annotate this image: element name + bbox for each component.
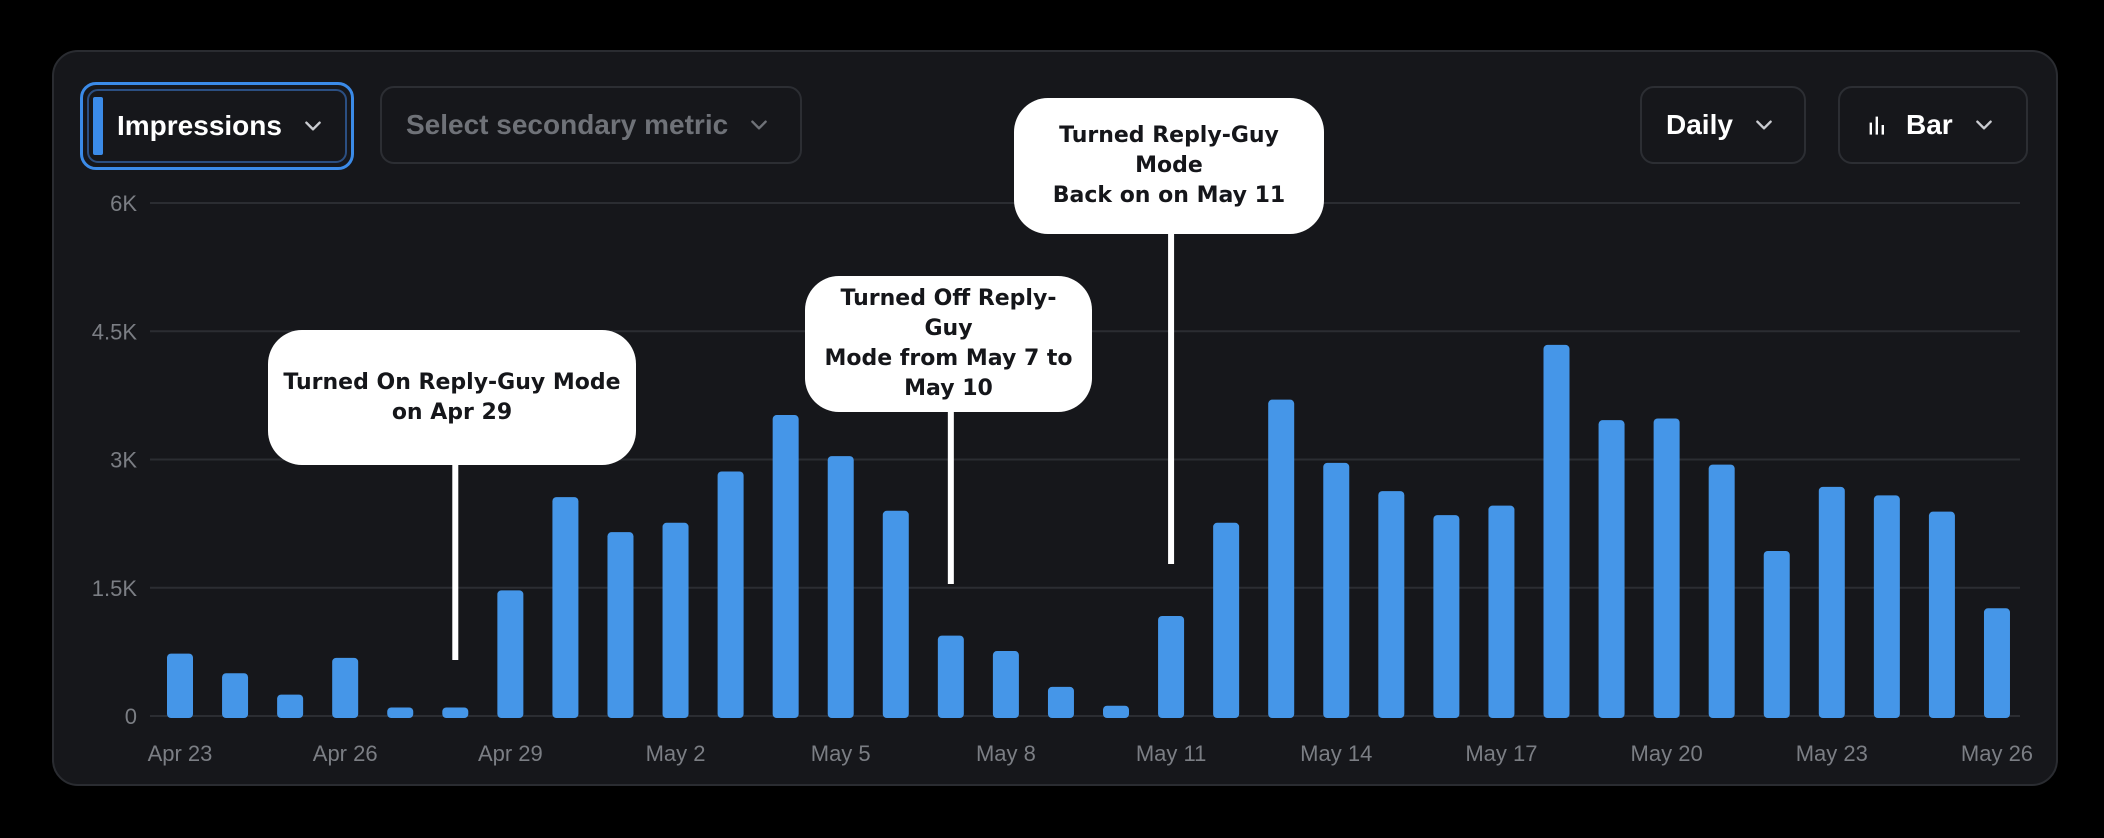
x-tick-label: Apr 23 bbox=[148, 741, 213, 766]
annotation-callout: Turned On Reply-Guy Mode on Apr 29 bbox=[268, 330, 636, 465]
x-tick-label: May 23 bbox=[1796, 741, 1868, 766]
bar-apr-25[interactable] bbox=[277, 695, 303, 718]
bar-may-11[interactable] bbox=[1158, 616, 1184, 718]
bar-apr-26[interactable] bbox=[332, 658, 358, 718]
bar-may-7[interactable] bbox=[938, 636, 964, 718]
annotation-text: Turned On Reply-Guy Mode on Apr 29 bbox=[283, 368, 620, 428]
x-tick-label: Apr 26 bbox=[313, 741, 378, 766]
bar-may-19[interactable] bbox=[1599, 420, 1625, 718]
bar-apr-23[interactable] bbox=[167, 654, 193, 718]
annotation-text-line: Turned Off Reply-Guy bbox=[817, 284, 1080, 344]
bar-may-23[interactable] bbox=[1819, 487, 1845, 718]
bar-may-14[interactable] bbox=[1323, 463, 1349, 718]
bar-may-2[interactable] bbox=[663, 523, 689, 718]
annotation-text-line: May 10 bbox=[817, 374, 1080, 404]
bar-may-15[interactable] bbox=[1378, 491, 1404, 718]
x-tick-label: May 14 bbox=[1300, 741, 1372, 766]
x-tick-label: May 11 bbox=[1136, 741, 1207, 766]
y-axis-ticks: 0 1.5K 3K 4.5K 6K bbox=[92, 191, 138, 729]
bar-may-26[interactable] bbox=[1984, 608, 2010, 718]
x-tick-label: May 8 bbox=[976, 741, 1036, 766]
annotation-text-line: on Apr 29 bbox=[283, 398, 620, 428]
bar-may-8[interactable] bbox=[993, 651, 1019, 718]
x-axis-ticks: Apr 23 Apr 26 Apr 29 May 2 May 5 May 8 May 11 M… bbox=[148, 741, 2033, 766]
bar-may-10[interactable] bbox=[1103, 706, 1129, 718]
annotation-callout: Turned Reply-Guy Mode Back on on May 11 bbox=[1014, 98, 1324, 234]
bar-may-20[interactable] bbox=[1654, 418, 1680, 718]
bar-may-21[interactable] bbox=[1709, 465, 1735, 718]
bar-may-5[interactable] bbox=[828, 456, 854, 718]
bar-may-9[interactable] bbox=[1048, 687, 1074, 718]
y-tick-label: 6K bbox=[110, 191, 137, 216]
y-tick-label: 0 bbox=[125, 704, 137, 729]
bar-may-18[interactable] bbox=[1544, 345, 1570, 718]
bar-may-22[interactable] bbox=[1764, 551, 1790, 718]
bar-may-4[interactable] bbox=[773, 415, 799, 718]
bar-may-25[interactable] bbox=[1929, 512, 1955, 718]
bar-apr-28[interactable] bbox=[442, 707, 468, 718]
bar-may-13[interactable] bbox=[1268, 400, 1294, 718]
bar-may-6[interactable] bbox=[883, 511, 909, 718]
annotation-text: Turned Reply-Guy Mode Back on on May 11 bbox=[1026, 121, 1312, 211]
bar-may-16[interactable] bbox=[1433, 515, 1459, 718]
x-tick-label: Apr 29 bbox=[478, 741, 543, 766]
x-tick-label: May 20 bbox=[1631, 741, 1703, 766]
bar-apr-24[interactable] bbox=[222, 673, 248, 718]
annotation-text: Turned Off Reply-Guy Mode from May 7 to Ma… bbox=[817, 284, 1080, 404]
x-tick-label: May 26 bbox=[1961, 741, 2033, 766]
bar-may-24[interactable] bbox=[1874, 495, 1900, 718]
annotation-text-line: Mode from May 7 to bbox=[817, 344, 1080, 374]
y-tick-label: 4.5K bbox=[92, 319, 138, 344]
x-tick-label: May 5 bbox=[811, 741, 871, 766]
bar-apr-29[interactable] bbox=[497, 590, 523, 718]
bar-may-17[interactable] bbox=[1488, 506, 1514, 718]
bar-may-1[interactable] bbox=[607, 532, 633, 718]
y-tick-label: 3K bbox=[110, 448, 137, 473]
bar-may-3[interactable] bbox=[718, 471, 744, 718]
annotation-text-line: Turned Reply-Guy Mode bbox=[1026, 121, 1312, 181]
bar-may-12[interactable] bbox=[1213, 523, 1239, 718]
x-tick-label: May 17 bbox=[1465, 741, 1537, 766]
x-tick-label: May 2 bbox=[646, 741, 706, 766]
bar-apr-30[interactable] bbox=[552, 497, 578, 718]
y-tick-label: 1.5K bbox=[92, 576, 138, 601]
annotation-text-line: Turned On Reply-Guy Mode bbox=[283, 368, 620, 398]
bar-apr-27[interactable] bbox=[387, 707, 413, 718]
annotation-callout: Turned Off Reply-Guy Mode from May 7 to Ma… bbox=[805, 276, 1092, 412]
annotation-text-line: Back on on May 11 bbox=[1026, 181, 1312, 211]
